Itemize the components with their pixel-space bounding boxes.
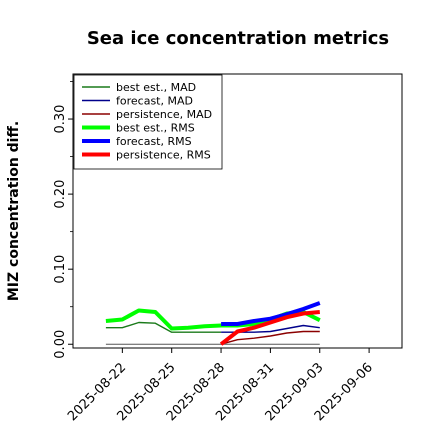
y-tick-label: 0.20: [53, 180, 68, 209]
legend-label: forecast, MAD: [116, 95, 193, 108]
y-tick-label: 0.30: [53, 105, 68, 134]
legend-label: forecast, RMS: [116, 135, 192, 148]
series-line-4: [221, 301, 321, 326]
series-line-5: [219, 310, 320, 346]
y-axis-label: MIZ concentration diff.: [6, 121, 22, 301]
series-line-2: [220, 330, 320, 345]
plot-area: 0.000.100.200.302025-08-222025-08-252025…: [53, 73, 403, 424]
legend-label: persistence, MAD: [116, 108, 212, 121]
y-tick-label: 0.10: [53, 255, 68, 284]
chart-title: Sea ice concentration metrics: [87, 28, 389, 49]
legend-label: best est., RMS: [116, 122, 195, 135]
plot-frame: [72, 73, 403, 349]
legend-label: best est., MAD: [116, 81, 196, 94]
series-line-0: [105, 321, 222, 333]
y-tick-label: 0.00: [53, 330, 68, 359]
legend-label: persistence, RMS: [116, 149, 211, 162]
